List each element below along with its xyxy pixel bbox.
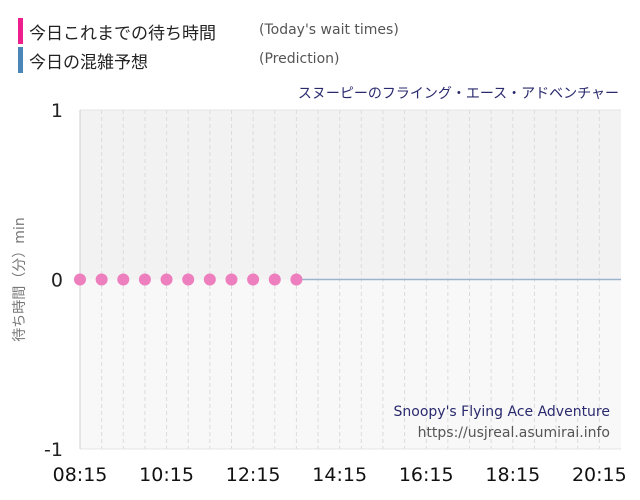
wait-time-point (182, 273, 195, 286)
wait-time-point (203, 273, 216, 286)
wait-time-point (290, 273, 303, 286)
x-tick-label: 08:15 (53, 464, 108, 486)
x-tick-label: 12:15 (226, 464, 281, 486)
legend-prediction-swatch (18, 47, 23, 73)
x-tick-label: 20:15 (572, 464, 627, 486)
y-axis-label: 待ち時間（分）min (12, 217, 28, 341)
y-tick-label: 0 (51, 270, 63, 292)
legend-today: 今日これまでの待ち時間 (18, 18, 216, 44)
legend-today-swatch (18, 18, 23, 44)
legend-prediction-label-en: (Prediction) (259, 51, 340, 67)
plot-area-upper (80, 110, 621, 280)
legend-prediction: 今日の混雑予想 (18, 47, 148, 73)
watermark-url: https://usjreal.asumirai.info (418, 425, 610, 441)
chart-title: スヌーピーのフライング・エース・アドベンチャー (298, 86, 619, 102)
wait-time-point (247, 273, 260, 286)
watermark-title: Snoopy's Flying Ace Adventure (394, 404, 611, 420)
legend-today-label: 今日これまでの待ち時間 (29, 23, 216, 44)
x-tick-label: 14:15 (312, 464, 367, 486)
wait-time-point (160, 273, 173, 286)
wait-time-point (138, 273, 151, 286)
x-tick-label: 18:15 (485, 464, 540, 486)
x-tick-label: 16:15 (399, 464, 454, 486)
wait-time-point (225, 273, 238, 286)
wait-time-point (117, 273, 130, 286)
wait-time-point (95, 273, 108, 286)
wait-time-point (268, 273, 281, 286)
wait-time-point (74, 273, 86, 286)
plot-area-lower (80, 279, 621, 449)
y-tick-label: -1 (44, 439, 63, 461)
legend-prediction-label: 今日の混雑予想 (29, 52, 148, 73)
y-tick-label: 1 (51, 100, 63, 122)
x-tick-label: 10:15 (139, 464, 194, 486)
legend-today-label-en: (Today's wait times) (259, 22, 399, 38)
